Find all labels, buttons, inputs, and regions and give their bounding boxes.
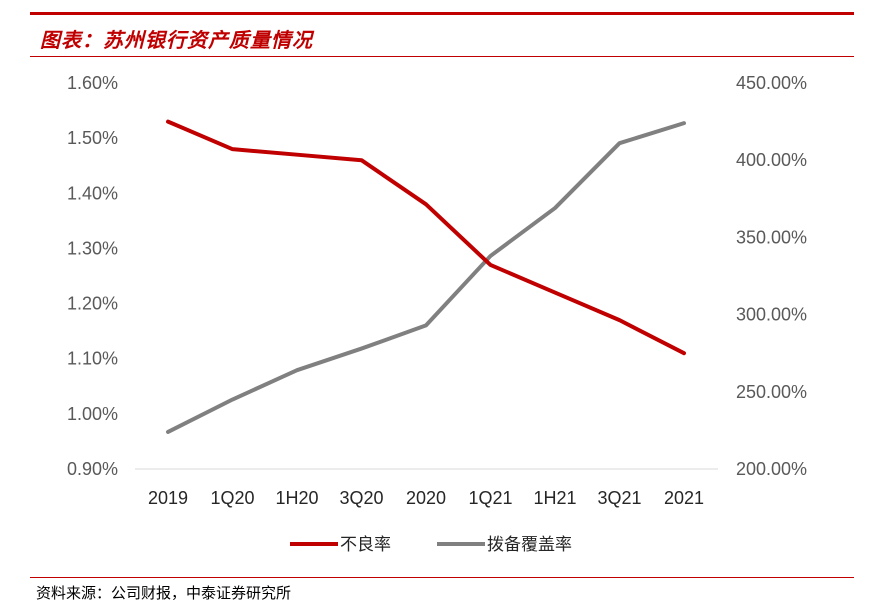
- y-right-tick-label: 450.00%: [736, 73, 807, 93]
- y-left-tick-label: 0.90%: [67, 459, 118, 479]
- title-underline: [30, 56, 854, 57]
- y-left-tick-label: 1.60%: [67, 73, 118, 93]
- y-left-tick-label: 1.30%: [67, 238, 118, 258]
- y-right-tick-label: 250.00%: [736, 382, 807, 402]
- chart-title: 图表：苏州银行资产质量情况: [40, 28, 313, 52]
- x-tick-label: 1H21: [533, 488, 576, 508]
- line-chart: 0.90% 1.00% 1.10% 1.20% 1.30% 1.40% 1.50% 1.60%…: [67, 73, 807, 555]
- x-tick-label: 1Q21: [468, 488, 512, 508]
- x-tick-label: 2020: [406, 488, 446, 508]
- x-tick-label: 3Q21: [597, 488, 641, 508]
- legend-label-npl-ratio: 不良率: [340, 535, 391, 555]
- y-left-tick-label: 1.50%: [67, 128, 118, 148]
- x-tick-label: 1Q20: [210, 488, 254, 508]
- y-right-tick-label: 200.00%: [736, 459, 807, 479]
- x-tick-label: 3Q20: [339, 488, 383, 508]
- legend-label-provision-coverage: 拨备覆盖率: [487, 535, 572, 555]
- source-note: 资料来源：公司财报，中泰证券研究所: [36, 584, 292, 602]
- x-tick-label: 2021: [664, 488, 704, 508]
- y-right-tick-label: 350.00%: [736, 227, 807, 247]
- y-left-tick-label: 1.20%: [67, 294, 118, 314]
- y-left-tick-label: 1.40%: [67, 183, 118, 203]
- y-right-tick-label: 300.00%: [736, 305, 807, 325]
- bottom-rule: [30, 577, 854, 578]
- x-tick-label: 1H20: [275, 488, 318, 508]
- y-left-tick-label: 1.00%: [67, 404, 118, 424]
- y-left-tick-label: 1.10%: [67, 349, 118, 369]
- top-rule: [30, 12, 854, 15]
- x-tick-label: 2019: [148, 488, 188, 508]
- series-line-provision-coverage: [166, 121, 686, 434]
- y-right-tick-label: 400.00%: [736, 150, 807, 170]
